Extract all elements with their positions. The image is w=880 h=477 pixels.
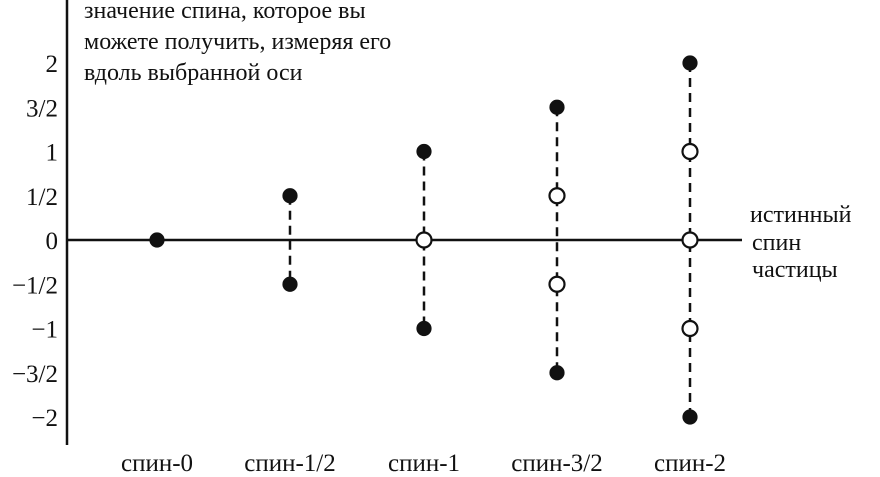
filled-point [282, 188, 298, 204]
y-tick-label: 1 [46, 140, 59, 167]
open-point [548, 187, 566, 205]
y-tick-label: −3/2 [12, 361, 58, 388]
y-tick-label: 3/2 [26, 95, 58, 122]
filled-point [416, 320, 432, 337]
filled-point [416, 143, 432, 160]
spin-value-points [149, 55, 699, 425]
y-tick-label: −2 [31, 405, 58, 432]
y-tick-label: −1/2 [12, 272, 58, 299]
y-tick-label: −1 [31, 317, 58, 344]
y-axis-label-line-3: вдоль выбранной оси [84, 60, 303, 86]
category-label: спин-1/2 [244, 450, 336, 477]
open-point [681, 142, 699, 161]
y-tick-label: 1/2 [26, 184, 58, 211]
filled-point [149, 232, 165, 248]
x-axis-label-line-3: частицы [752, 257, 838, 283]
y-axis-label: значение спина, которое вы можете получи… [84, 0, 391, 86]
filled-point [549, 99, 565, 115]
y-axis-label-line-2: можете получить, измеряя его [84, 29, 391, 55]
filled-point [682, 409, 698, 425]
open-point [681, 319, 699, 338]
y-tick-labels: 2 3/2 1 1/2 0 −1/2 −1 −3/2 −2 [12, 51, 58, 432]
open-point [415, 231, 433, 249]
filled-point [682, 55, 698, 71]
category-label: спин-2 [654, 450, 726, 477]
x-axis-label: истинный спин частицы [750, 202, 852, 283]
y-axis-label-line-1: значение спина, которое вы [84, 0, 366, 24]
y-tick-label: 2 [46, 51, 59, 78]
x-axis-label-line-1: истинный [750, 202, 852, 228]
y-tick-label: 0 [46, 228, 59, 255]
x-axis-label-line-2: спин [752, 230, 801, 256]
category-label: спин-0 [121, 450, 193, 477]
category-labels: спин-0 спин-1/2 спин-1 спин-3/2 спин-2 [121, 450, 726, 477]
category-label: спин-1 [388, 450, 460, 477]
open-point [681, 231, 699, 249]
filled-point [282, 276, 298, 292]
filled-point [549, 365, 565, 381]
category-label: спин-3/2 [511, 450, 603, 477]
open-point [548, 275, 566, 293]
